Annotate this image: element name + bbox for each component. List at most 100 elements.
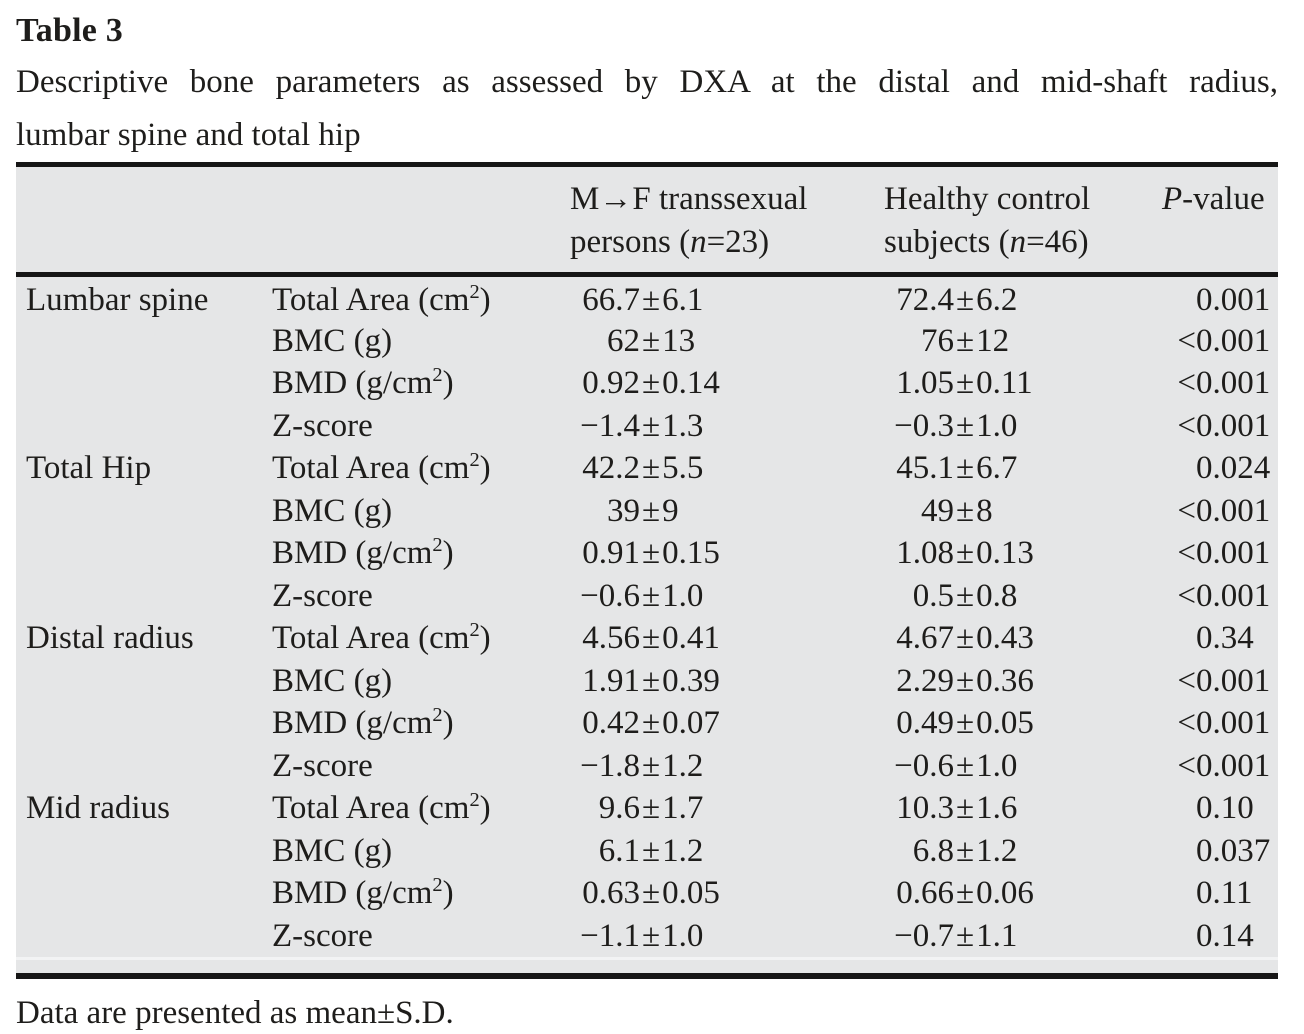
plus-minus-symbol: ± [642,577,661,614]
parameter-label: Total Area (cm2) [272,787,570,830]
control-value-cell: −0.7±1.1 [884,915,1162,958]
n-symbol: n [1009,224,1027,260]
table-row: Lumbar spine Total Area (cm2) 66.7±6.1 7… [22,277,1278,320]
parameter-text: Z-score [272,747,373,784]
p-symbol: P [1162,181,1183,217]
region-label [22,532,272,575]
transsexual-value-cell: 66.7±6.1 [570,279,884,322]
control-value-cell: 49±8 [884,490,1162,533]
control-value-cell: 2.29±0.36 [884,660,1162,703]
plus-minus-symbol: ± [642,492,661,529]
parameter-label: BMC (g) [272,490,570,533]
region-label: Mid radius [26,790,170,826]
plus-minus-symbol: ± [956,917,975,954]
sd-value: 12 [976,322,1010,359]
control-value-cell: 72.4±6.2 [884,279,1162,322]
mean-value: 10.3 [896,790,954,826]
transsexual-value-cell: 4.56±0.41 [570,617,884,660]
region-label: Lumbar spine [26,282,209,318]
p-value-cell: 0.024 [1162,447,1278,490]
p-prefix: < [1177,322,1196,359]
superscript-2: 2 [432,364,443,386]
plus-minus-symbol: ± [956,365,975,401]
sd-value: 0.43 [976,620,1034,656]
plus-minus-symbol: ± [956,322,975,359]
region-label [22,702,272,745]
sd-value: 8 [976,492,993,529]
table-row: BMC (g) 6.1±1.2 6.8±1.2 0.037 [22,830,1278,873]
plus-minus-symbol: ± [956,875,975,911]
sd-value: 0.39 [662,662,720,699]
parameter-text: BMD (g/cm [272,535,433,571]
table-header-rule [16,272,1278,277]
parameter-label: Total Area (cm2) [272,617,570,660]
table-row: BMC (g) 39±9 49±8 <0.001 [22,490,1278,533]
superscript-2: 2 [469,449,480,471]
p-prefix: < [1177,705,1196,741]
mean-value: −1.4 [580,407,640,444]
table-row: BMD (g/cm2) 0.92±0.14 1.05±0.11 <0.001 [22,362,1278,405]
p-value-cell: <0.001 [1162,405,1278,448]
sd-value: 1.0 [976,747,1018,784]
sd-value: 0.8 [976,577,1018,614]
control-value-cell: 0.49±0.05 [884,702,1162,745]
parameter-label: BMD (g/cm2) [272,702,570,745]
table-bottom-padding [16,960,1278,973]
mean-value: 1.05 [896,365,954,401]
parameter-label: Z-score [272,915,570,958]
p-number: 0.001 [1196,492,1271,529]
p-value-cell: <0.001 [1162,702,1278,745]
transsexual-value-cell: −1.1±1.0 [570,915,884,958]
superscript-2: 2 [432,704,443,726]
parameter-text-end: ) [479,450,491,486]
p-value-cell: <0.001 [1162,660,1278,703]
transsexual-value-cell: 1.91±0.39 [570,660,884,703]
p-value-cell: <0.001 [1162,745,1278,788]
transsexual-value-cell: −1.4±1.3 [570,405,884,448]
parameter-text: Z-score [272,917,373,954]
plus-minus-symbol: ± [956,790,975,826]
group-label-line1: Healthy control [884,181,1091,217]
p-number: 0.001 [1196,535,1271,571]
mean-value: 2.29 [896,662,954,699]
mean-value: 66.7 [582,282,640,318]
region-label: Total Hip [26,450,152,486]
mean-value: 6.8 [912,832,954,869]
p-value-cell: 0.037 [1162,830,1278,873]
sd-value: 5.5 [662,450,704,486]
plus-minus-symbol: ± [642,450,661,486]
control-value-cell: 1.05±0.11 [884,362,1162,405]
caption-line-2: lumbar spine and total hip [16,117,361,153]
table-header-row: M→F transsexual persons (n=23) Healthy c… [16,167,1278,272]
parameter-text: BMC (g) [272,322,393,359]
transsexual-value-cell: −1.8±1.2 [570,745,884,788]
superscript-2: 2 [432,874,443,896]
sd-value: 1.2 [662,747,704,784]
parameter-label: Z-score [272,745,570,788]
mean-value: 4.67 [896,620,954,656]
region-label [22,660,272,703]
control-value-cell: 1.08±0.13 [884,532,1162,575]
mean-value: 0.91 [582,535,640,571]
parameter-label: BMD (g/cm2) [272,872,570,915]
plus-minus-symbol: ± [956,450,975,486]
control-value-cell: −0.6±1.0 [884,745,1162,788]
table-bottom-hairline [16,957,1278,960]
header-region-column [22,178,272,264]
parameter-text: BMC (g) [272,832,393,869]
plus-minus-symbol: ± [956,535,975,571]
sd-value: 6.1 [662,282,704,318]
mean-value: 9.6 [598,790,640,826]
p-prefix: < [1177,577,1196,614]
plus-minus-symbol: ± [956,407,975,444]
parameter-text: BMC (g) [272,492,393,529]
p-number: 0.001 [1196,282,1271,318]
control-value-cell: 0.66±0.06 [884,872,1162,915]
p-number: 0.11 [1196,875,1253,911]
sd-value: 0.06 [976,875,1034,911]
group-label-line2: persons (n=23) [570,224,770,260]
parameter-text-end: ) [479,790,491,826]
control-value-cell: 6.8±1.2 [884,830,1162,873]
superscript-2: 2 [432,534,443,556]
